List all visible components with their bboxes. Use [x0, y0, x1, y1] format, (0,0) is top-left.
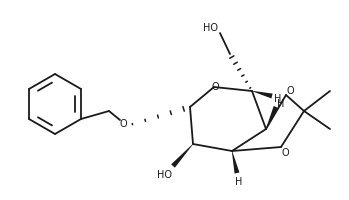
Text: H: H [235, 176, 243, 186]
Polygon shape [252, 91, 273, 99]
Text: O: O [286, 86, 294, 96]
Text: H: H [274, 94, 282, 103]
Text: O: O [281, 147, 289, 157]
Polygon shape [171, 144, 193, 168]
Text: H: H [277, 99, 285, 108]
Text: O: O [211, 82, 219, 92]
Polygon shape [266, 106, 278, 129]
Text: HO: HO [203, 23, 218, 33]
Polygon shape [232, 151, 239, 174]
Text: HO: HO [157, 169, 172, 179]
Text: O: O [119, 118, 127, 128]
